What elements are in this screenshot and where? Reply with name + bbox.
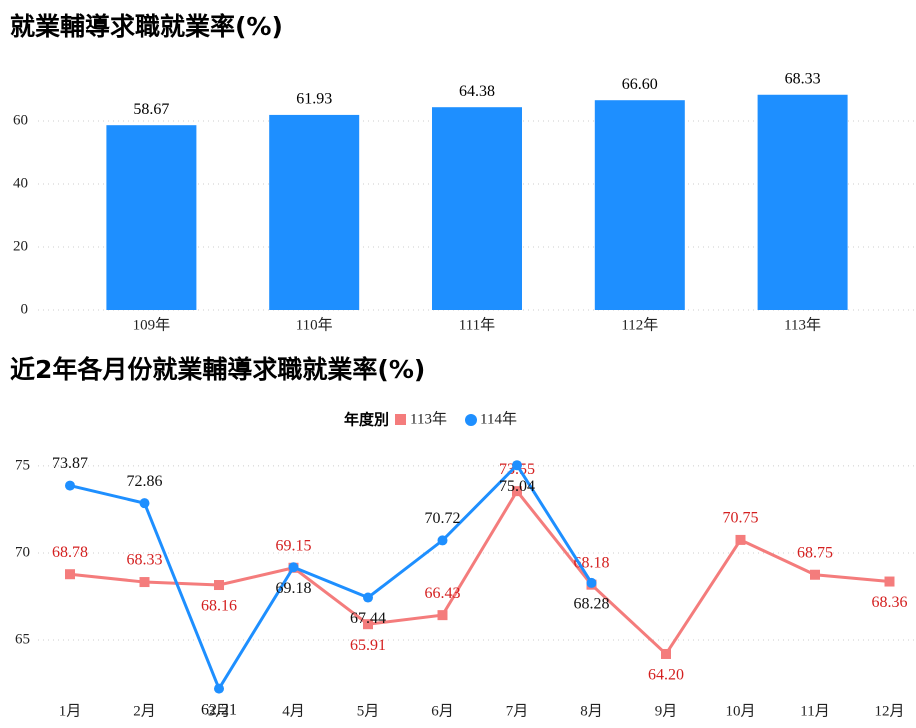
marker <box>810 569 820 580</box>
x-tick-label: 110年 <box>296 316 333 333</box>
marker <box>65 569 75 580</box>
data-label: 75.04 <box>499 478 535 495</box>
line <box>69 462 593 692</box>
legend-label: 113年 <box>410 410 447 427</box>
chart-title: 近2年各月份就業輔導求職就業率(%) <box>10 355 425 384</box>
x-tick-label: 6月 <box>431 703 454 719</box>
bar <box>106 125 197 310</box>
x-tick-label: 4月 <box>282 703 305 719</box>
marker <box>65 480 75 491</box>
x-tick-label: 5月 <box>357 703 380 719</box>
bar <box>594 100 685 311</box>
data-label: 68.78 <box>52 544 88 561</box>
y-tick-label: 40 <box>13 175 28 191</box>
data-label: 68.33 <box>127 552 163 569</box>
y-tick-label: 0 <box>21 301 29 317</box>
x-tick-label: 3月 <box>208 703 231 719</box>
data-label: 66.60 <box>622 76 658 93</box>
y-tick-label: 60 <box>13 112 28 128</box>
bar <box>757 94 848 310</box>
bar <box>269 114 360 310</box>
x-tick-label: 1月 <box>59 703 82 719</box>
y-tick-label: 20 <box>13 238 28 254</box>
marker <box>363 592 373 603</box>
x-tick-label: 8月 <box>580 703 603 719</box>
x-tick-label: 10月 <box>725 703 755 719</box>
data-label: 64.20 <box>648 667 684 684</box>
data-label: 68.36 <box>872 594 908 611</box>
data-label: 66.43 <box>425 585 461 602</box>
bar <box>432 107 522 310</box>
legend-marker <box>395 414 406 425</box>
y-tick-label: 70 <box>15 544 30 560</box>
x-tick-label: 7月 <box>506 703 529 719</box>
x-tick-label: 111年 <box>459 316 495 333</box>
data-label: 70.75 <box>723 510 759 527</box>
marker <box>214 580 224 591</box>
y-tick-label: 65 <box>15 631 30 647</box>
marker <box>288 562 299 573</box>
data-label: 62.21 <box>201 701 237 718</box>
marker <box>363 619 373 630</box>
line <box>69 488 890 657</box>
x-tick-label: 11月 <box>800 703 829 719</box>
x-tick-label: 112年 <box>621 316 658 333</box>
legend-marker <box>465 414 477 426</box>
data-label: 67.44 <box>350 610 386 627</box>
marker <box>437 610 448 621</box>
x-tick-label: 12月 <box>874 703 904 719</box>
legend-label: 114年 <box>480 410 517 427</box>
x-tick-label: 109年 <box>133 316 171 333</box>
x-tick-label: 2月 <box>133 703 156 719</box>
y-tick-label: 75 <box>15 457 30 473</box>
chart-title: 就業輔導求職就業率(%) <box>10 12 283 41</box>
data-label: 58.67 <box>133 101 169 118</box>
marker <box>139 498 150 509</box>
data-label: 64.38 <box>459 83 495 100</box>
x-tick-label: 9月 <box>655 703 678 719</box>
marker <box>661 648 671 659</box>
legend-title: 年度別 <box>344 411 389 429</box>
data-label: 68.28 <box>574 596 610 613</box>
marker <box>437 535 448 546</box>
data-label: 70.72 <box>425 510 461 527</box>
marker <box>735 534 746 545</box>
marker <box>586 577 597 588</box>
data-label: 65.91 <box>350 637 386 654</box>
data-label: 68.16 <box>201 598 237 615</box>
data-label: 68.75 <box>797 544 833 561</box>
data-label: 69.18 <box>276 580 312 597</box>
marker <box>214 683 224 694</box>
marker <box>512 460 522 471</box>
x-tick-label: 113年 <box>784 316 821 333</box>
marker <box>884 576 895 587</box>
marker <box>139 577 150 588</box>
data-label: 61.93 <box>296 91 332 108</box>
data-label: 68.33 <box>785 70 821 87</box>
data-label: 72.86 <box>127 473 163 490</box>
marker <box>512 486 522 497</box>
data-label: 73.87 <box>52 455 88 472</box>
data-label: 69.15 <box>276 537 312 554</box>
